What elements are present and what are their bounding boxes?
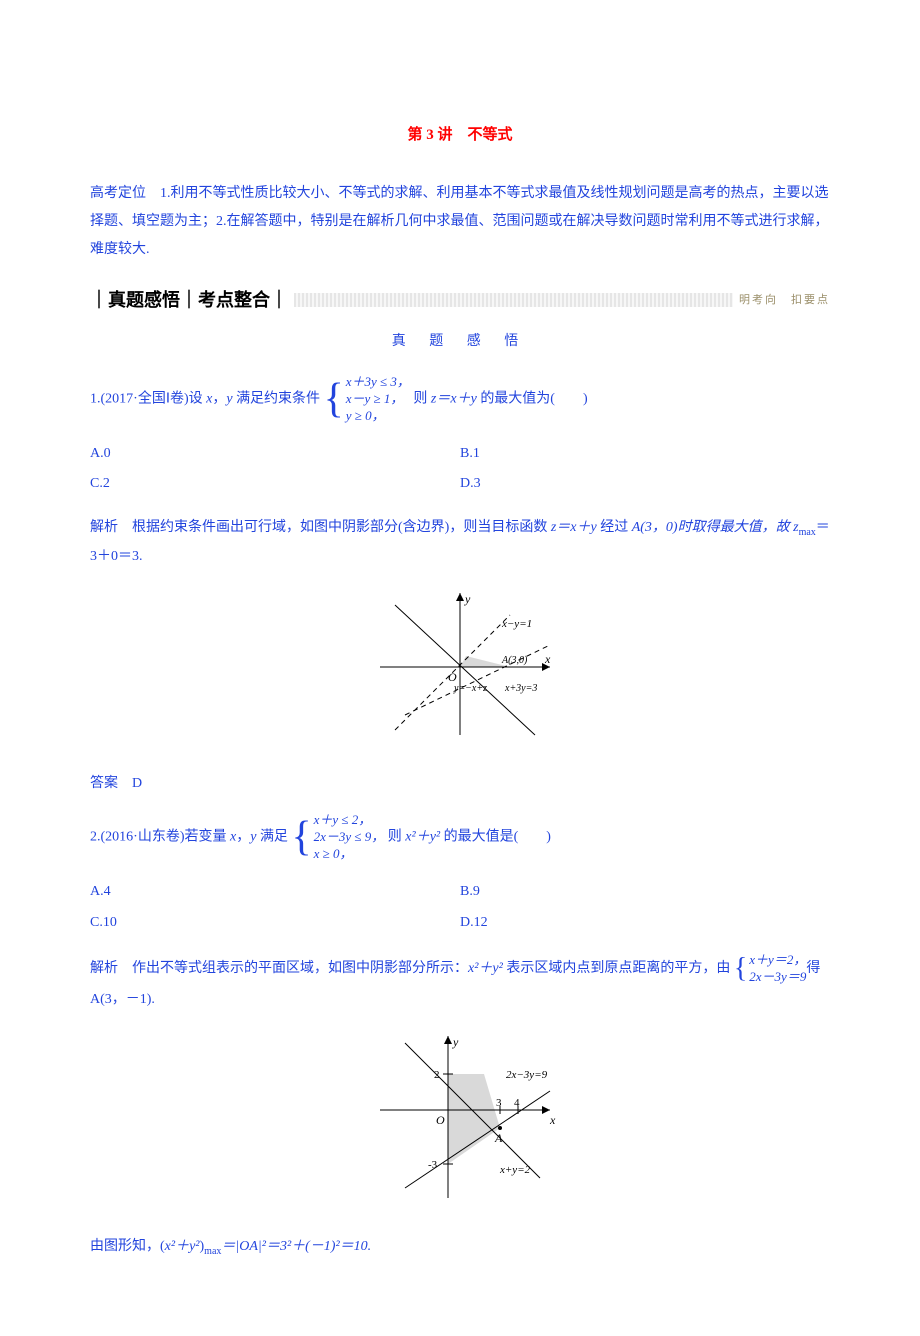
q2-explanation: 解析 作出不等式组表示的平面区域，如图中阴影部分所示：x²＋y² 表示区域内点到…	[90, 952, 830, 1014]
q2-tick-label-y2: 2	[434, 1069, 440, 1081]
q2-expl-target: x²＋y²	[468, 961, 503, 976]
banner-caption: 明考向 扣要点	[739, 289, 830, 311]
q2-text-c: 则	[388, 830, 406, 845]
q1-option-d: D.3	[460, 469, 830, 500]
brace-icon: {	[324, 385, 344, 414]
q1-label-l1: x−y=1	[501, 618, 532, 630]
q2-option-a: A.4	[90, 877, 460, 908]
q2-system2: { x＋y＝2， 2x－3y＝9	[734, 952, 807, 986]
section-banner: ｜真题感悟｜考点整合｜ 明考向 扣要点	[90, 282, 830, 318]
q2-final: 由图形知，(x²＋y²)max＝|OA|²＝3²＋(－1)²＝10.	[90, 1233, 830, 1262]
arrow-up-icon	[444, 1036, 452, 1044]
q1-figure: y x O x−y=1 A(3,0) y=−x+z x+3y=3	[90, 585, 830, 756]
q2-sys-l1: x＋y ≤ 2，	[314, 812, 385, 829]
q2-diagram-svg: y x O 2 -3 3 4 A 2x−3y=9 x+y=2	[350, 1028, 570, 1208]
q1-option-a: A.0	[90, 439, 460, 470]
q2-final-a: 由图形知，(	[90, 1239, 165, 1254]
q1-label-O: O	[448, 670, 457, 684]
q1-label-l2: y=−x+z	[453, 683, 487, 694]
q2-text-a: 若变量	[185, 830, 231, 845]
q1-expl-b: 经过	[597, 520, 629, 535]
q1-label-x: x	[544, 652, 551, 666]
q1-answer: 答案 D	[90, 770, 830, 798]
q2-sys2-l2: 2x－3y＝9	[749, 969, 806, 986]
q1-stem: 1.(2017·全国Ⅰ卷)设 x，y 满足约束条件 { x＋3y ≤ 3， x－…	[90, 374, 830, 425]
q1-expl-z: z＝x＋y	[551, 520, 597, 535]
q2-source: (2016·山东卷)	[101, 830, 185, 845]
var-x: x	[230, 830, 236, 845]
q1-expl-a: 解析 根据约束条件画出可行域，如图中阴影部分(含边界)，则当目标函数	[90, 520, 551, 535]
q2-figure: y x O 2 -3 3 4 A 2x−3y=9 x+y=2	[90, 1028, 830, 1219]
q2-stem: 2.(2016·山东卷)若变量 x，y 满足 { x＋y ≤ 2， 2x－3y …	[90, 812, 830, 863]
q1-options: A.0 B.1 C.2 D.3	[90, 439, 830, 501]
q2-feasible-region	[448, 1074, 500, 1164]
q2-label-O: O	[436, 1113, 445, 1127]
section-subtitle: 真 题 感 悟	[90, 328, 830, 356]
q1-explanation: 解析 根据约束条件画出可行域，如图中阴影部分(含边界)，则当目标函数 z＝x＋y…	[90, 514, 830, 571]
q2-text-d: 的最大值是( )	[444, 830, 551, 845]
q1-label-A: A(3,0)	[501, 655, 528, 666]
arrow-up-icon	[456, 593, 464, 601]
q2-final-expr: x²＋y²	[165, 1239, 200, 1254]
q2-label-A: A	[494, 1131, 503, 1145]
lesson-title: 第 3 讲 不等式	[90, 120, 830, 150]
q1-source: (2017·全国Ⅰ卷)	[101, 392, 189, 407]
q2-sys-l2: 2x－3y ≤ 9，	[314, 829, 385, 846]
q1-text-c: 则	[413, 392, 431, 407]
q2-system: { x＋y ≤ 2， 2x－3y ≤ 9， x ≥ 0，	[291, 812, 384, 863]
arrow-right-icon	[542, 1106, 550, 1114]
banner-bar	[294, 293, 733, 307]
q2-point-A	[498, 1126, 502, 1130]
q2-sys-l3: x ≥ 0，	[314, 846, 385, 863]
q2-label-x: x	[549, 1113, 556, 1127]
q1-label-y: y	[464, 592, 471, 606]
var-x: x	[206, 392, 212, 407]
q2-final-c: ＝|OA|²＝3²＋(－1)²＝10.	[221, 1239, 371, 1254]
q1-expl-c: A(3，0)时取得最大值，故	[632, 520, 793, 535]
q1-diagram-svg: y x O x−y=1 A(3,0) y=−x+z x+3y=3	[350, 585, 570, 745]
q1-zmax-sub: max	[799, 527, 816, 538]
q1-label-l3: x+3y=3	[504, 683, 537, 694]
q2-sys2-l1: x＋y＝2，	[749, 952, 806, 969]
var-y: y	[226, 392, 232, 407]
q2-tick-label-x3: 3	[496, 1097, 502, 1109]
q2-final-sub: max	[204, 1246, 221, 1257]
q1-sys-l3: y ≥ 0，	[346, 408, 410, 425]
q2-tick-label-yN3: -3	[428, 1159, 438, 1171]
q2-number: 2.	[90, 830, 101, 845]
q1-option-b: B.1	[460, 439, 830, 470]
q2-tick-label-x4: 4	[514, 1097, 520, 1109]
q1-system: { x＋3y ≤ 3， x－y ≥ 1， y ≥ 0，	[324, 374, 410, 425]
q2-expl-a: 解析 作出不等式组表示的平面区域，如图中阴影部分所示：	[90, 961, 468, 976]
q1-z: z＝x＋y	[431, 392, 477, 407]
q1-number: 1.	[90, 392, 101, 407]
banner-label: ｜真题感悟｜考点整合｜	[90, 282, 288, 318]
intro-paragraph: 高考定位 1.利用不等式性质比较大小、不等式的求解、利用基本不等式求最值及线性规…	[90, 180, 830, 264]
q1-text-a: 设	[189, 392, 207, 407]
q1-text-b: 满足约束条件	[236, 392, 320, 407]
q2-text-b: 满足	[260, 830, 288, 845]
q2-target: x²＋y²	[405, 830, 440, 845]
q2-label-l2: x+y=2	[499, 1164, 531, 1176]
q2-option-c: C.10	[90, 908, 460, 939]
q1-sys-l1: x＋3y ≤ 3，	[346, 374, 410, 391]
brace-icon: {	[291, 823, 311, 852]
q1-text-d: 的最大值为( )	[480, 392, 587, 407]
q2-label-l1: 2x−3y=9	[506, 1069, 548, 1081]
q1-sys-l2: x－y ≥ 1，	[346, 391, 410, 408]
q2-options: A.4 B.9 C.10 D.12	[90, 877, 830, 939]
q1-option-c: C.2	[90, 469, 460, 500]
q2-expl-b: 表示区域内点到原点距离的平方，由	[506, 961, 730, 976]
q2-label-y: y	[452, 1035, 459, 1049]
q2-option-b: B.9	[460, 877, 830, 908]
q2-option-d: D.12	[460, 908, 830, 939]
var-y: y	[250, 830, 256, 845]
q1-line-x3y3	[405, 645, 550, 715]
brace-icon: {	[734, 959, 747, 979]
